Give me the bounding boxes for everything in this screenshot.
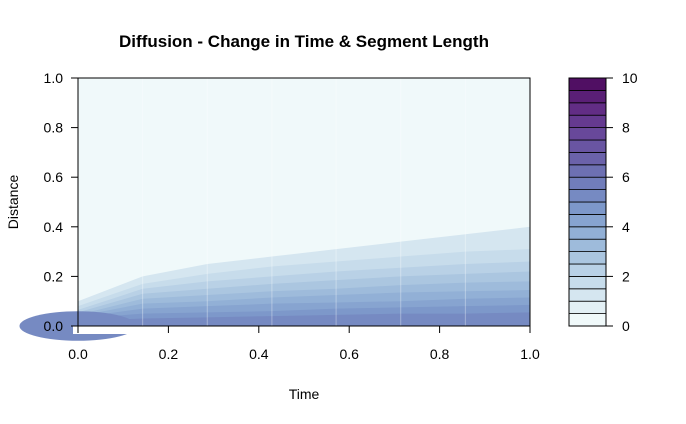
colorbar-tick-label: 4 xyxy=(622,219,630,235)
colorbar-swatch xyxy=(568,263,607,277)
y-axis: 0.0 0.2 0.4 0.6 0.8 1.0 xyxy=(44,70,78,334)
x-tick-label: 0.6 xyxy=(339,346,359,362)
colorbar-swatch xyxy=(568,114,607,128)
colorbar-tick-label: 0 xyxy=(622,318,630,334)
y-tick-label: 0.2 xyxy=(44,268,64,284)
colorbar-frame xyxy=(568,77,607,327)
x-axis: 0.0 0.2 0.4 0.6 0.8 1.0 xyxy=(68,326,540,362)
colorbar-swatch xyxy=(568,151,607,166)
y-axis-label: Distance xyxy=(5,175,21,230)
contour-band xyxy=(78,312,530,326)
colorbar-swatch xyxy=(568,300,607,315)
colorbar-swatch xyxy=(568,313,607,327)
y-tick-label: 0.0 xyxy=(44,318,64,334)
colorbar-tick-label: 6 xyxy=(622,169,630,185)
colorbar-tick-label: 10 xyxy=(622,70,638,86)
plot-frame xyxy=(77,77,531,327)
colorbar-swatch xyxy=(568,90,607,104)
x-tick-label: 0.0 xyxy=(68,346,88,362)
colorbar-swatch xyxy=(568,139,607,153)
colorbar-swatch xyxy=(568,251,607,265)
colorbar-swatch xyxy=(568,288,607,302)
colorbar-swatch xyxy=(568,213,607,228)
colorbar-swatch xyxy=(568,164,607,178)
colorbar-tick-label: 2 xyxy=(622,268,630,284)
colorbar-tick-label: 8 xyxy=(622,120,630,136)
colorbar-swatch xyxy=(568,226,607,240)
colorbar-swatch xyxy=(568,201,607,215)
x-tick-label: 0.8 xyxy=(430,346,450,362)
contour-plot xyxy=(19,78,535,341)
x-axis-label: Time xyxy=(289,386,320,402)
colorbar-swatch xyxy=(568,77,607,91)
colorbar-swatch xyxy=(568,238,607,252)
colorbar: 0 2 4 6 8 10 xyxy=(568,70,638,334)
x-tick-label: 0.4 xyxy=(249,346,269,362)
colorbar-swatch xyxy=(568,127,607,141)
y-tick-label: 0.4 xyxy=(44,219,64,235)
colorbar-swatch xyxy=(568,189,607,203)
colorbar-swatch xyxy=(568,102,607,116)
colorbar-swatch xyxy=(568,275,607,290)
y-tick-label: 0.6 xyxy=(44,169,64,185)
y-tick-label: 1.0 xyxy=(44,70,64,86)
y-tick-label: 0.8 xyxy=(44,120,64,136)
x-tick-label: 0.2 xyxy=(159,346,179,362)
x-tick-label: 1.0 xyxy=(520,346,540,362)
plot-bottom-mask xyxy=(73,326,535,334)
colorbar-swatch xyxy=(568,176,607,190)
chart-title: Diffusion - Change in Time & Segment Len… xyxy=(119,32,489,51)
